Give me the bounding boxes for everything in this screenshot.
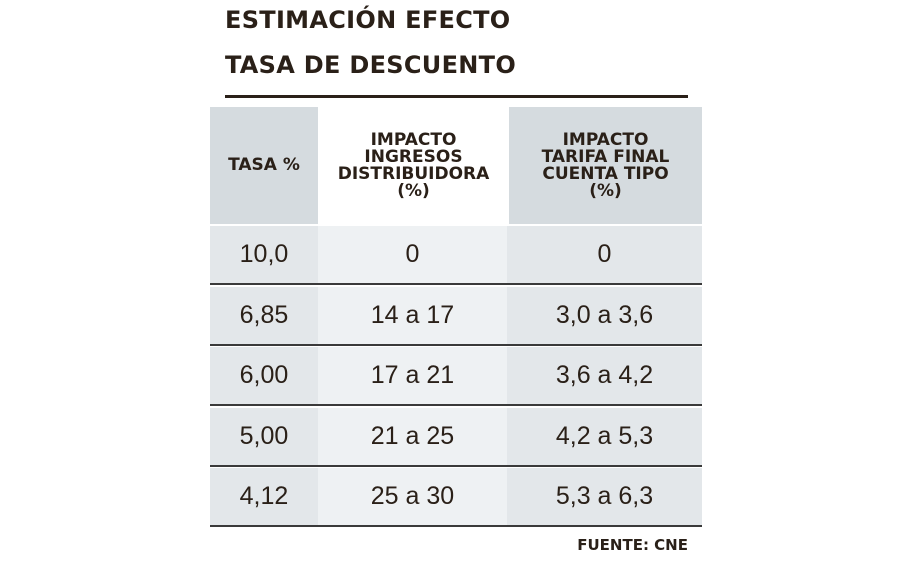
header-line: IMPACTO — [562, 129, 649, 150]
header-line: TARIFA FINAL — [541, 146, 670, 167]
header-line: DISTRIBUIDORA — [337, 163, 490, 184]
title-rule — [225, 95, 688, 98]
header-cell: IMPACTO TARIFA FINAL CUENTA TIPO (%) — [509, 107, 702, 224]
table-cell: 21 a 25 — [318, 407, 507, 467]
table-cell: 3,0 a 3,6 — [507, 286, 702, 346]
table-cell: 5,00 — [210, 407, 318, 467]
table-cell: 6,85 — [210, 286, 318, 346]
table-cell: 3,6 a 4,2 — [507, 347, 702, 406]
table-cell: 25 a 30 — [318, 468, 507, 527]
table-cell: 14 a 17 — [318, 286, 507, 346]
header-line: (%) — [589, 180, 622, 201]
header-line: CUENTA TIPO — [542, 163, 669, 184]
header-cell: TASA % — [210, 107, 318, 224]
table-cell: 17 a 21 — [318, 347, 507, 406]
table-cell: 4,2 a 5,3 — [507, 407, 702, 467]
header-line: IMPACTO — [370, 129, 457, 150]
title-line: TASA DE DESCUENTO — [225, 51, 517, 79]
table-cell: 10,0 — [210, 226, 318, 285]
table-cell: 4,12 — [210, 468, 318, 527]
header-cell: IMPACTO INGRESOS DISTRIBUIDORA (%) — [320, 107, 507, 224]
source: FUENTE: CNE — [577, 536, 688, 554]
header-line: (%) — [397, 180, 430, 201]
title-line: ESTIMACIÓN EFECTO — [225, 6, 511, 34]
table-cell: 0 — [507, 226, 702, 285]
table-cell: 0 — [318, 226, 507, 285]
table-cell: 6,00 — [210, 347, 318, 406]
header-line: TASA % — [228, 155, 300, 175]
table-cell: 5,3 a 6,3 — [507, 468, 702, 527]
header-line: INGRESOS — [364, 146, 463, 167]
